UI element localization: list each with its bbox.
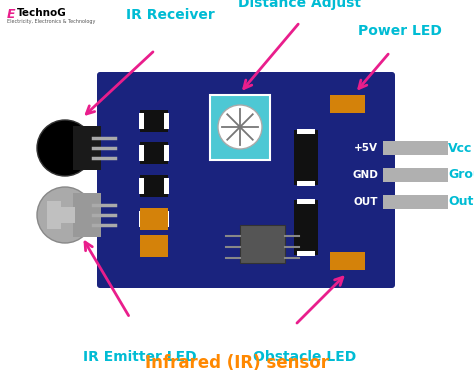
Bar <box>383 195 448 209</box>
Bar <box>139 145 144 161</box>
Bar <box>330 95 365 113</box>
Bar <box>140 208 168 230</box>
Bar <box>60 130 95 166</box>
Bar <box>297 251 315 256</box>
Bar <box>330 252 365 270</box>
Text: Electricity, Electronics & Technology: Electricity, Electronics & Technology <box>7 19 95 24</box>
Bar <box>140 175 168 197</box>
Bar <box>240 225 285 263</box>
Bar <box>210 95 270 160</box>
Text: Obstacle LED: Obstacle LED <box>254 350 356 364</box>
Bar <box>164 145 169 161</box>
Text: Infrared (IR) sensor: Infrared (IR) sensor <box>145 354 329 372</box>
Bar <box>294 130 318 185</box>
Bar <box>139 211 144 227</box>
Bar <box>297 129 315 134</box>
Bar <box>297 181 315 186</box>
Bar <box>55 207 75 223</box>
Circle shape <box>37 120 93 176</box>
Bar <box>140 110 168 132</box>
Bar <box>140 208 168 230</box>
Circle shape <box>218 105 262 149</box>
Text: Ground: Ground <box>448 169 474 182</box>
Text: Vcc: Vcc <box>448 141 473 155</box>
Bar <box>164 211 169 227</box>
Bar <box>294 200 318 255</box>
Bar <box>73 193 101 237</box>
Text: TechnoG: TechnoG <box>17 8 67 18</box>
Bar <box>140 142 168 164</box>
Bar <box>140 235 168 257</box>
Text: Output: Output <box>448 196 474 208</box>
Bar <box>139 178 144 194</box>
Text: GND: GND <box>352 170 378 180</box>
Bar <box>297 199 315 204</box>
Bar <box>47 201 61 229</box>
Bar <box>164 113 169 129</box>
Text: IR Emitter LED: IR Emitter LED <box>83 350 197 364</box>
Bar <box>383 168 448 182</box>
Bar <box>73 126 101 170</box>
Bar <box>164 178 169 194</box>
Text: Power LED: Power LED <box>358 24 442 38</box>
Text: IR Receiver: IR Receiver <box>126 8 214 22</box>
Bar <box>383 141 448 155</box>
Text: E: E <box>7 8 16 21</box>
Bar <box>60 197 95 233</box>
Bar <box>139 113 144 129</box>
Text: OUT: OUT <box>354 197 378 207</box>
Text: +5V: +5V <box>354 143 378 153</box>
FancyBboxPatch shape <box>97 72 395 288</box>
Text: Distance Adjust: Distance Adjust <box>238 0 362 10</box>
Circle shape <box>37 187 93 243</box>
